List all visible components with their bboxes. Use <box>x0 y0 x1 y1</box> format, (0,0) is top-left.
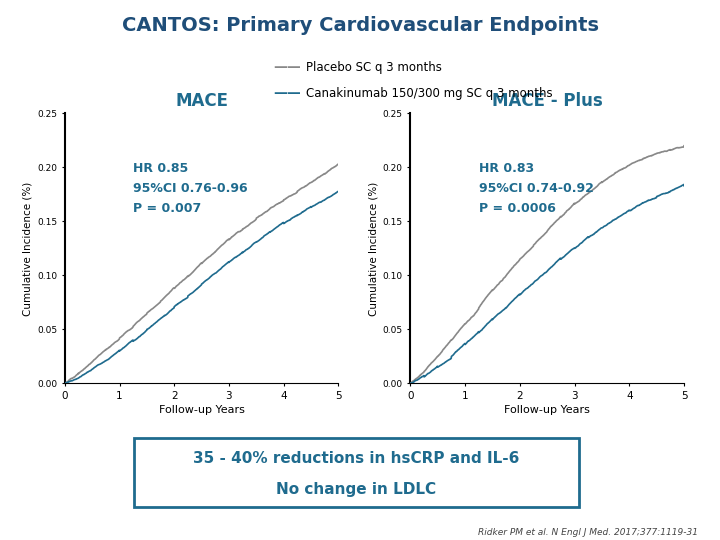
Y-axis label: Cumulative Incidence (%): Cumulative Incidence (%) <box>369 181 379 315</box>
Text: CANTOS: Primary Cardiovascular Endpoints: CANTOS: Primary Cardiovascular Endpoints <box>122 16 598 35</box>
Y-axis label: Cumulative Incidence (%): Cumulative Incidence (%) <box>23 181 33 315</box>
Text: 35 - 40% reductions in hsCRP and IL-6: 35 - 40% reductions in hsCRP and IL-6 <box>193 451 520 467</box>
Text: HR 0.85
95%CI 0.76-0.96
P = 0.007: HR 0.85 95%CI 0.76-0.96 P = 0.007 <box>133 162 248 215</box>
Text: No change in LDLC: No change in LDLC <box>276 482 436 497</box>
Text: Canakinumab 150/300 mg SC q 3 months: Canakinumab 150/300 mg SC q 3 months <box>306 87 553 100</box>
Text: Placebo SC q 3 months: Placebo SC q 3 months <box>306 61 442 74</box>
X-axis label: Follow-up Years: Follow-up Years <box>504 405 590 415</box>
Text: Ridker PM et al. N Engl J Med. 2017;377:1119-31: Ridker PM et al. N Engl J Med. 2017;377:… <box>478 528 698 537</box>
Text: HR 0.83
95%CI 0.74-0.92
P = 0.0006: HR 0.83 95%CI 0.74-0.92 P = 0.0006 <box>479 162 594 215</box>
Title: MACE: MACE <box>175 92 228 111</box>
X-axis label: Follow-up Years: Follow-up Years <box>158 405 245 415</box>
Title: MACE - Plus: MACE - Plus <box>492 92 603 111</box>
Text: ——: —— <box>274 60 302 75</box>
FancyBboxPatch shape <box>134 438 579 507</box>
Text: ——: —— <box>274 86 302 100</box>
